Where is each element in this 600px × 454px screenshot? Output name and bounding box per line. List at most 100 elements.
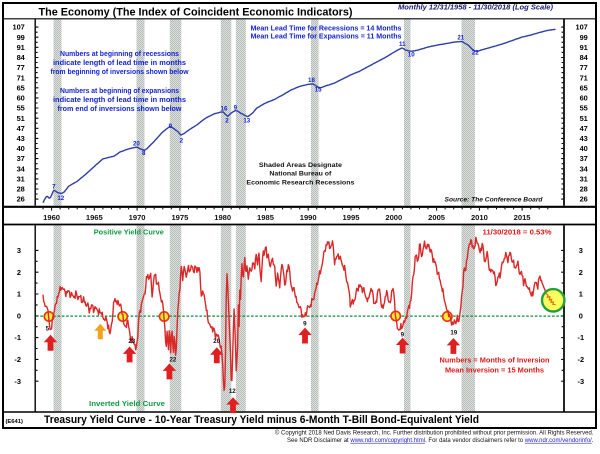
svg-text:12: 12 <box>229 388 236 395</box>
svg-text:12: 12 <box>57 195 64 202</box>
svg-text:-2: -2 <box>14 355 21 364</box>
svg-text:Numbers = Months of Inversion: Numbers = Months of Inversion <box>440 357 550 364</box>
svg-text:13: 13 <box>243 118 250 125</box>
svg-text:National Bureau of: National Bureau of <box>269 171 332 178</box>
svg-text:34: 34 <box>17 164 26 173</box>
svg-text:40: 40 <box>17 144 25 153</box>
svg-text:1: 1 <box>17 290 21 299</box>
svg-text:51: 51 <box>580 114 588 123</box>
svg-text:55: 55 <box>17 104 25 113</box>
svg-text:51: 51 <box>17 114 25 123</box>
svg-text:Source: The Conference Board: Source: The Conference Board <box>445 197 544 204</box>
svg-text:71: 71 <box>580 73 588 82</box>
svg-text:31: 31 <box>580 175 588 184</box>
svg-text:Mean Inversion = 15 Months: Mean Inversion = 15 Months <box>445 368 544 375</box>
svg-text:0: 0 <box>17 311 21 320</box>
svg-text:107: 107 <box>12 23 24 32</box>
svg-text:91: 91 <box>580 43 588 52</box>
svg-text:9: 9 <box>234 105 238 112</box>
svg-text:71: 71 <box>17 73 25 82</box>
svg-text:47: 47 <box>580 124 588 133</box>
svg-text:22: 22 <box>169 357 176 364</box>
svg-text:9: 9 <box>401 331 405 338</box>
svg-text:-3: -3 <box>14 377 21 386</box>
svg-text:43: 43 <box>17 134 25 143</box>
svg-text:23: 23 <box>128 338 135 345</box>
svg-text:The Economy (The Index of Coin: The Economy (The Index of Coincident Eco… <box>39 7 353 19</box>
svg-text:1960: 1960 <box>43 213 60 222</box>
svg-text:107: 107 <box>575 23 587 32</box>
svg-text:84: 84 <box>580 53 589 62</box>
svg-text:1995: 1995 <box>343 213 361 222</box>
svg-text:55: 55 <box>580 104 588 113</box>
svg-text:7: 7 <box>52 183 56 190</box>
svg-text:65: 65 <box>580 83 588 92</box>
svg-text:77: 77 <box>580 63 588 72</box>
svg-text:9: 9 <box>303 321 307 328</box>
svg-text:-1: -1 <box>578 333 585 342</box>
svg-text:26: 26 <box>17 195 25 204</box>
svg-text:2: 2 <box>579 268 583 277</box>
svg-text:Numbers at beginning of expans: Numbers at beginning of expansions <box>60 88 179 95</box>
svg-text:Inverted Yield Curve: Inverted Yield Curve <box>89 401 165 408</box>
svg-text:Treasury Yield Curve - 10-Year: Treasury Yield Curve - 10-Year Treasury … <box>44 414 479 426</box>
svg-text:Shaded Areas Designate: Shaded Areas Designate <box>259 162 342 169</box>
svg-text:0: 0 <box>579 311 583 320</box>
svg-text:© Copyright 2018 Ned Davis Res: © Copyright 2018 Ned Davis Research, Inc… <box>275 430 594 437</box>
svg-text:-3: -3 <box>578 377 585 386</box>
svg-text:2: 2 <box>225 118 229 125</box>
svg-text:indicate length of lead time i: indicate length of lead time in months <box>53 97 186 104</box>
svg-text:Mean Lead Time for Recessions: Mean Lead Time for Recessions = 14 Month… <box>251 25 402 32</box>
svg-text:28: 28 <box>580 185 588 194</box>
svg-text:99: 99 <box>580 33 588 42</box>
svg-text:1970: 1970 <box>129 213 146 222</box>
svg-text:2005: 2005 <box>428 213 446 222</box>
svg-text:28: 28 <box>17 185 25 194</box>
svg-text:11: 11 <box>399 41 406 48</box>
svg-text:-2: -2 <box>578 355 585 364</box>
svg-text:20: 20 <box>213 338 220 345</box>
svg-text:16: 16 <box>221 106 228 113</box>
svg-text:from beginning of inversions s: from beginning of inversions shown below <box>51 69 190 76</box>
svg-text:60: 60 <box>17 94 25 103</box>
svg-text:1965: 1965 <box>86 213 104 222</box>
svg-text:77: 77 <box>17 63 25 72</box>
svg-text:19: 19 <box>450 330 457 337</box>
svg-text:9: 9 <box>169 123 173 130</box>
svg-text:43: 43 <box>580 134 588 143</box>
svg-text:11/30/2018 = 0.53%: 11/30/2018 = 0.53% <box>483 228 553 237</box>
svg-text:3: 3 <box>17 246 21 255</box>
svg-text:Economic Research Recessions: Economic Research Recessions <box>246 179 354 186</box>
svg-text:47: 47 <box>17 124 25 133</box>
svg-text:See NDR Disclaimer at www.ndr.: See NDR Disclaimer at www.ndr.com/copyri… <box>287 438 594 444</box>
svg-text:from end of inversions shown b: from end of inversions shown below <box>58 106 183 113</box>
svg-text:1985: 1985 <box>257 213 275 222</box>
svg-text:21: 21 <box>457 34 464 41</box>
svg-text:84: 84 <box>17 53 26 62</box>
svg-text:Monthly 12/31/1958 - 11/30/201: Monthly 12/31/1958 - 11/30/2018 (Log Sca… <box>398 3 554 12</box>
svg-text:Numbers at beginning of recess: Numbers at beginning of recessions <box>60 51 179 58</box>
svg-text:(E641): (E641) <box>6 419 23 425</box>
svg-text:60: 60 <box>580 94 588 103</box>
svg-text:3: 3 <box>579 246 583 255</box>
svg-text:65: 65 <box>17 83 25 92</box>
svg-text:Positive Yield Curve: Positive Yield Curve <box>94 230 164 237</box>
svg-text:1980: 1980 <box>214 213 231 222</box>
svg-text:8: 8 <box>142 150 146 157</box>
svg-text:20: 20 <box>133 140 140 147</box>
svg-text:2015: 2015 <box>514 213 532 222</box>
svg-text:2000: 2000 <box>385 213 402 222</box>
svg-text:1990: 1990 <box>300 213 317 222</box>
svg-text:34: 34 <box>580 164 589 173</box>
svg-text:-1: -1 <box>14 333 21 342</box>
svg-text:91: 91 <box>17 43 25 52</box>
svg-text:2: 2 <box>17 268 21 277</box>
svg-text:2010: 2010 <box>471 213 488 222</box>
svg-text:1: 1 <box>579 290 583 299</box>
svg-text:99: 99 <box>17 33 25 42</box>
svg-text:22: 22 <box>472 49 479 56</box>
svg-text:37: 37 <box>580 154 588 163</box>
svg-text:40: 40 <box>580 144 588 153</box>
svg-text:18: 18 <box>308 77 315 84</box>
svg-text:37: 37 <box>17 154 25 163</box>
